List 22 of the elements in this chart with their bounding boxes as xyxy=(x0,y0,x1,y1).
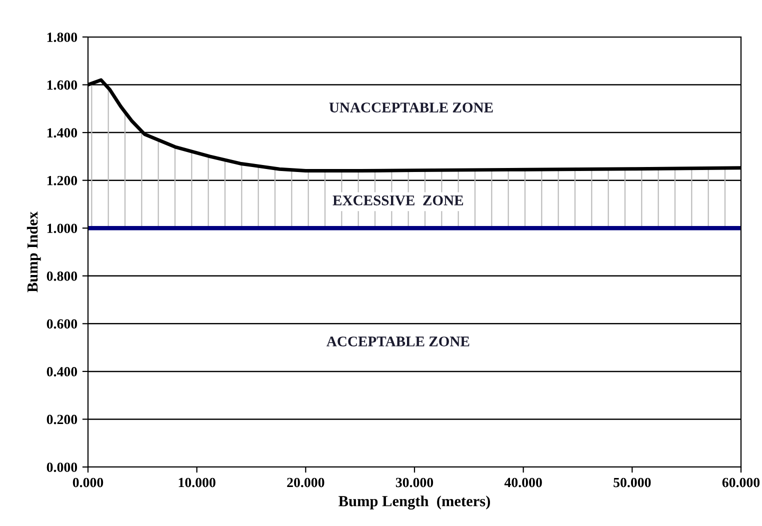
y-tick-label: 0.600 xyxy=(46,319,78,329)
y-tick-label: 1.200 xyxy=(47,176,78,186)
y-tick-label: 0.800 xyxy=(46,271,78,281)
y-tick-label: 1.800 xyxy=(47,32,78,42)
y-tick-label: 0.200 xyxy=(46,414,78,424)
x-tick-label: 10.000 xyxy=(178,478,216,488)
y-tick-label: 0.400 xyxy=(46,367,78,376)
x-tick-label: 40.000 xyxy=(504,478,542,488)
annotation: ACCEPTABLE ZONE xyxy=(326,336,470,346)
y-tick-label: 1.400 xyxy=(47,128,78,138)
y-tick-label: 1.000 xyxy=(47,224,78,234)
x-tick-label: 60.000 xyxy=(722,478,760,488)
annotation: UNACCEPTABLE ZONE xyxy=(329,102,493,112)
x-axis-title: Bump Length (meters) xyxy=(338,496,490,510)
x-tick-label: 0.000 xyxy=(72,478,104,488)
y-tick-label: 0.000 xyxy=(46,462,78,472)
x-tick-label: 50.000 xyxy=(614,478,651,488)
annotation: EXCESSIVE ZONE xyxy=(332,196,464,206)
x-tick-label: 20.000 xyxy=(287,478,324,488)
x-tick-label: 30.000 xyxy=(396,478,434,488)
y-axis-title: Bump Index xyxy=(26,212,41,292)
y-tick-label: 1.600 xyxy=(47,80,78,90)
